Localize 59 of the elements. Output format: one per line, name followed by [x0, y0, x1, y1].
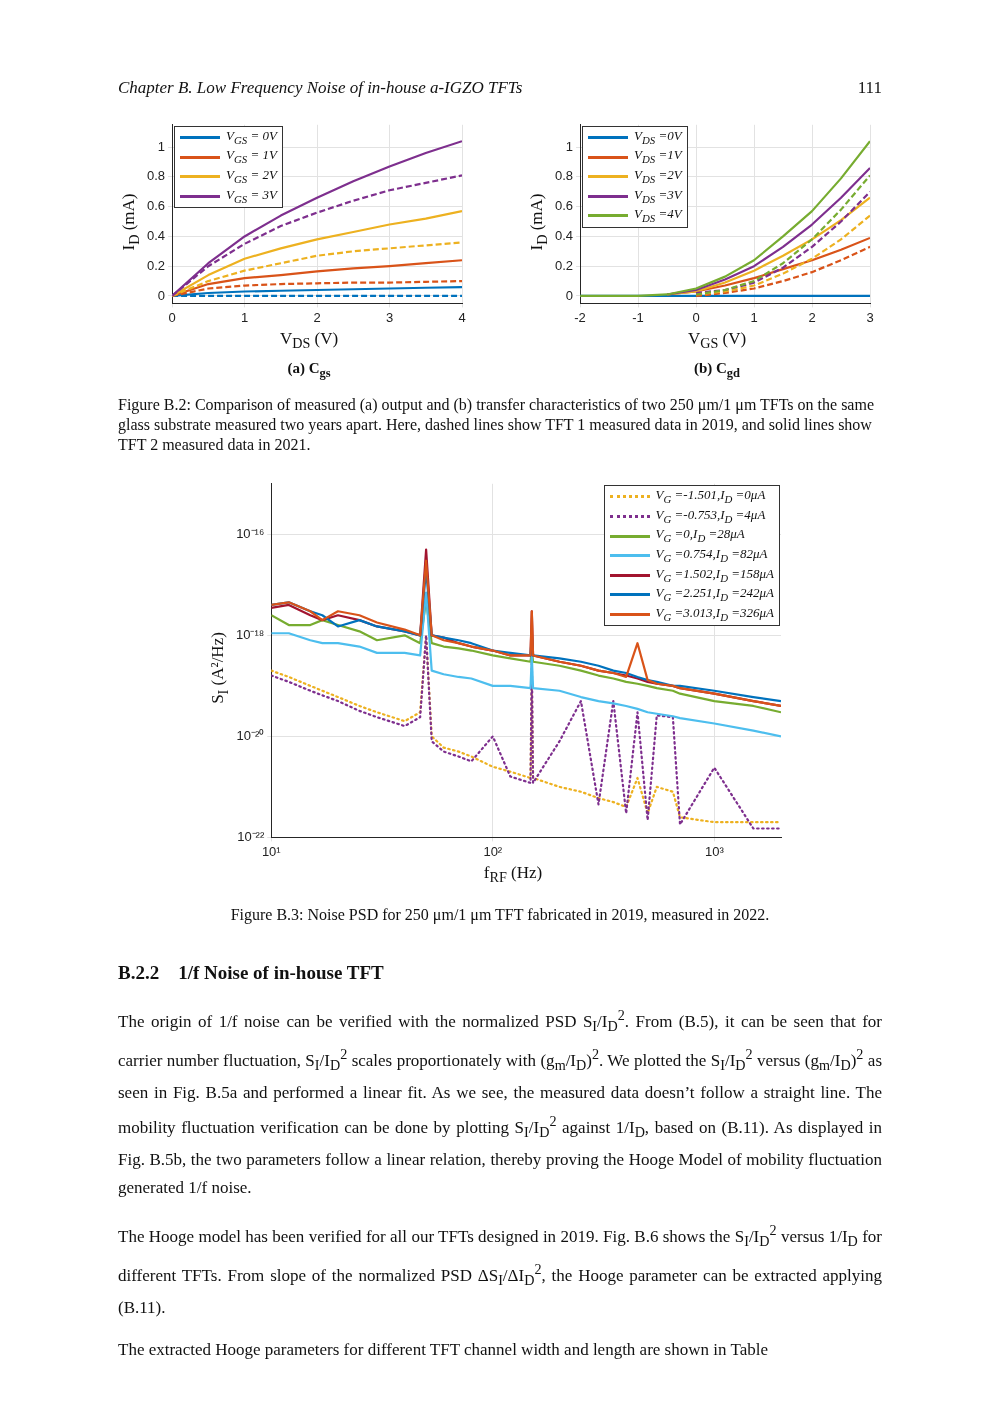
text: The Hooge model has been verified for all our TFTs designed in 2019. Fig. B.6 shows the S$_{I}$/I$_{D}$$^{2}$ versus 1/I$_{D}$ for different TFTs. From slope of the normalized PSD ΔS$_{I}$/ΔI$_{D}$$^{2}$, the Hooge parameter can be extracted applying (B.11). [118, 1221, 882, 1318]
y-tick-label: 10⁻¹⁶ [236, 526, 265, 542]
legend-label: V$_{DS}$ =1V [634, 147, 682, 167]
y-tick-label: 0.6 [554, 198, 574, 214]
x-tick-label: 1 [750, 309, 758, 325]
text: 111 [857, 78, 882, 98]
y-tick-label: 1 [157, 138, 166, 154]
text: B.2.2 1/f Noise of in-house TFT [118, 960, 385, 985]
y-tick-label: 10⁻²⁰ [236, 728, 265, 744]
legend-label: V$_{G}$ =-0.753,I$_{D}$ =4μA [655, 506, 766, 527]
x-tick-label: 2 [313, 309, 321, 325]
text: The origin of 1/f noise can be verified with the normalized PSD S$_{I}$/I$_{D}$$^{2}$. From (B.5), it can be seen that for carrier number fluctuation, S$_{I}$/I$_{D}$$^{2}$ scales proportionately with (g$_{m}$/I$_{D}$)$^{2}$. We plotted the S$_{I}$/I$_{D}$$^{2}$ versus (g$_{m}$/I$_{D}$)$^{2}$ as seen in Fig. B.5a and performed a linear fit. As we see, the measured data doesn’t follow a straight line. The mobility fluctuation verification can be done by plotting S$_{I}$/I$_{D}$$^{2}$ against 1/I$_{D}$, based on (B.11). As displayed in Fig. B.5b, the two parameters follow a linear relation, thereby proving the Hooge Model of mobility fluctuation generated 1/f noise. [118, 1006, 882, 1197]
legend-label: V$_{G}$ =0.754,I$_{D}$ =82μA [655, 545, 768, 566]
y-tick-label: 0.8 [146, 168, 166, 184]
legend-label: V$_{G}$ =3.013,I$_{D}$ =326μA [655, 604, 774, 625]
text: (b) C$_{gd}$ [692, 360, 742, 382]
y-tick-label: 0 [157, 287, 166, 303]
y-tick-label: 0.4 [554, 228, 574, 243]
y-tick-label: 0.8 [554, 168, 574, 184]
x-tick-label: 10³ [704, 844, 725, 860]
legend-label: V$_{DS}$ =2V [634, 166, 682, 187]
y-tick-label: 10⁻¹⁸ [235, 627, 265, 643]
x-tick-label: 10² [483, 844, 503, 860]
x-tick-label: 0 [692, 309, 700, 325]
x-tick-label: 2 [808, 309, 816, 325]
x-tick-label: 3 [385, 309, 394, 325]
legend-label: V$_{G}$ =0,I$_{D}$ =28μA [655, 526, 745, 546]
text: Figure B.3: Noise PSD for 250 μm/1 μm TFT fabricated in 2019, measured in 2022. [229, 904, 771, 926]
text: Figure B.2: Comparison of measured (a) output and (b) transfer characteristics of two 250 μm/1 μm TFTs on the same glass substrate measured two years apart. Here, dashed lines show TFT 1 measured data in 2019, and solid lines show TFT 2 measured data in 2021. [118, 395, 875, 456]
text: Chapter B. Low Frequency Noise of in-house a-IGZO TFTs [118, 78, 523, 98]
y-tick-label: 0.2 [554, 257, 574, 273]
text: The extracted Hooge parameters for different TFT channel width and length are shown in Table [118, 1339, 769, 1361]
x-axis-title: V$_{DS}$ (V) [278, 329, 340, 353]
legend-label: V$_{GS}$ = 3V [226, 186, 277, 207]
x-tick-label: 10¹ [261, 844, 282, 860]
x-axis-title: f$_{RF}$ (Hz) [482, 863, 544, 887]
y-tick-label: 0.4 [146, 228, 166, 243]
y-tick-label: 10⁻²² [237, 829, 265, 845]
y-tick-label: 0.6 [146, 198, 166, 214]
line-series [694, 245, 870, 298]
text: (a) C$_{gs}$ [286, 360, 332, 382]
x-tick-label: 0 [168, 309, 176, 325]
x-tick-label: 4 [458, 309, 466, 325]
legend-label: V$_{DS}$ =4V [634, 206, 682, 226]
y-tick-label: 0 [565, 287, 574, 303]
y-tick-label: 0.2 [146, 257, 166, 273]
legend-label: V$_{G}$ =1.502,I$_{D}$ =158μA [655, 565, 774, 586]
x-tick-label: 3 [866, 309, 874, 325]
legend-label: V$_{GS}$ = 2V [226, 166, 277, 187]
x-tick-label: -2 [574, 309, 586, 325]
legend-label: V$_{G}$ =2.251,I$_{D}$ =242μA [655, 585, 774, 605]
legend-label: V$_{G}$ =-1.501,I$_{D}$ =0μA [655, 487, 766, 507]
legend-label: V$_{GS}$ = 1V [226, 147, 277, 167]
legend-label: V$_{GS}$ = 0V [226, 127, 277, 148]
y-tick-label: 1 [565, 138, 574, 154]
x-tick-label: -1 [632, 309, 644, 325]
legend-label: V$_{DS}$ =3V [634, 186, 682, 207]
legend-label: V$_{DS}$ =0V [634, 127, 682, 148]
x-axis-title: V$_{GS}$ (V) [686, 329, 748, 353]
